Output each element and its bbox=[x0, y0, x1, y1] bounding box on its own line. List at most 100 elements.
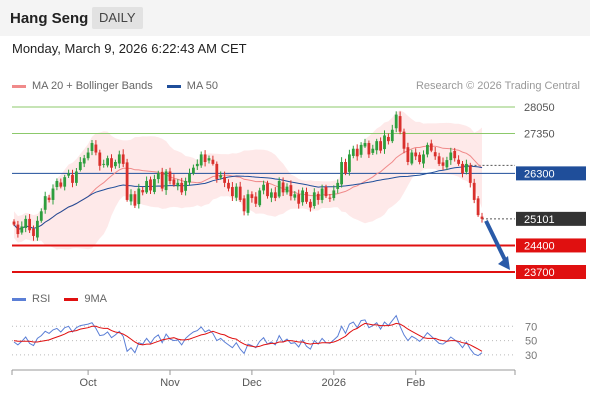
candle-body bbox=[110, 158, 113, 168]
candle bbox=[238, 181, 242, 202]
candle bbox=[110, 154, 113, 172]
candle bbox=[192, 164, 195, 176]
candle bbox=[449, 147, 453, 165]
candle bbox=[172, 174, 176, 187]
candle bbox=[75, 167, 78, 186]
candle bbox=[281, 177, 285, 197]
level-label: 24400 bbox=[524, 240, 555, 252]
rsi-ma-legend-label: 9MA bbox=[84, 293, 107, 305]
candle-body bbox=[387, 136, 390, 142]
candle bbox=[219, 171, 223, 180]
candle-body bbox=[258, 190, 262, 206]
candle bbox=[309, 199, 312, 212]
candle bbox=[480, 212, 484, 223]
candle-body bbox=[468, 165, 472, 183]
candle bbox=[297, 189, 301, 209]
candle-body bbox=[75, 171, 78, 183]
candle bbox=[316, 191, 320, 205]
candle-body bbox=[203, 154, 207, 162]
candle bbox=[188, 168, 191, 186]
candle bbox=[86, 147, 90, 161]
candle-body bbox=[281, 182, 285, 193]
candle bbox=[441, 157, 445, 170]
candle-body bbox=[180, 182, 184, 193]
candle bbox=[106, 155, 109, 168]
candle-body bbox=[234, 186, 238, 198]
candle bbox=[102, 159, 106, 168]
bb-legend-label: MA 20 + Bollinger Bands bbox=[32, 80, 153, 92]
candle-body bbox=[277, 180, 281, 197]
candle bbox=[363, 138, 367, 148]
candle-body bbox=[36, 220, 39, 238]
candle bbox=[63, 174, 67, 191]
candle-body bbox=[262, 184, 265, 191]
candle-body bbox=[441, 162, 445, 166]
level-label: 27350 bbox=[524, 129, 555, 141]
candle-body bbox=[312, 192, 316, 206]
rsi-legend-swatch bbox=[12, 297, 26, 301]
candle bbox=[351, 145, 355, 159]
candle bbox=[344, 158, 347, 176]
candle bbox=[387, 133, 390, 145]
candle bbox=[390, 124, 394, 144]
candle-body bbox=[172, 179, 176, 185]
candle bbox=[262, 180, 265, 195]
candle-body bbox=[301, 190, 304, 203]
timeframe-badge[interactable]: DAILY bbox=[92, 7, 143, 29]
candle bbox=[90, 140, 94, 156]
candle-body bbox=[344, 162, 347, 174]
candle-body bbox=[355, 148, 359, 157]
candle bbox=[414, 148, 418, 161]
candle bbox=[231, 182, 234, 201]
candle bbox=[59, 178, 63, 189]
candle-body bbox=[332, 190, 336, 199]
candle bbox=[16, 220, 20, 238]
candle-body bbox=[137, 188, 141, 205]
candle-body bbox=[67, 173, 70, 176]
candle bbox=[375, 138, 379, 155]
candle-body bbox=[340, 162, 343, 185]
x-axis-label: Feb bbox=[406, 377, 425, 389]
level-label-box bbox=[516, 100, 586, 114]
candle-body bbox=[348, 154, 351, 172]
candle-body bbox=[457, 159, 460, 164]
candle-body bbox=[351, 148, 355, 156]
rsi-tick-label: 30 bbox=[525, 350, 537, 362]
candle bbox=[418, 152, 421, 165]
candle-body bbox=[394, 114, 398, 129]
candle-body bbox=[359, 144, 363, 155]
candle bbox=[394, 111, 398, 133]
candle-body bbox=[328, 197, 332, 199]
candle-body bbox=[215, 163, 219, 180]
candle-body bbox=[422, 154, 425, 164]
candle bbox=[20, 221, 24, 235]
candle-body bbox=[16, 224, 20, 235]
candle bbox=[258, 187, 262, 208]
candle-body bbox=[465, 163, 468, 172]
candle bbox=[82, 154, 86, 168]
candle-body bbox=[414, 152, 418, 157]
candle-body bbox=[98, 152, 102, 166]
candle-body bbox=[102, 163, 106, 165]
candle-body bbox=[176, 182, 180, 187]
candle bbox=[176, 179, 180, 191]
candle-body bbox=[316, 193, 320, 200]
candle bbox=[199, 151, 203, 168]
candle-body bbox=[82, 158, 86, 164]
candle bbox=[234, 183, 238, 202]
candle-body bbox=[117, 154, 121, 164]
level-label-box bbox=[516, 265, 586, 279]
candle-body bbox=[156, 173, 160, 180]
candle bbox=[429, 139, 433, 153]
candle-body bbox=[199, 154, 203, 166]
candle-body bbox=[32, 228, 35, 236]
candle bbox=[445, 156, 449, 171]
candle bbox=[254, 192, 258, 207]
copyright-text: Research © 2026 Trading Central bbox=[415, 80, 580, 92]
candle-body bbox=[121, 154, 125, 164]
ma50-legend-swatch bbox=[166, 84, 181, 88]
candle-body bbox=[141, 190, 145, 193]
candle-body bbox=[270, 192, 273, 198]
candle bbox=[133, 190, 137, 209]
